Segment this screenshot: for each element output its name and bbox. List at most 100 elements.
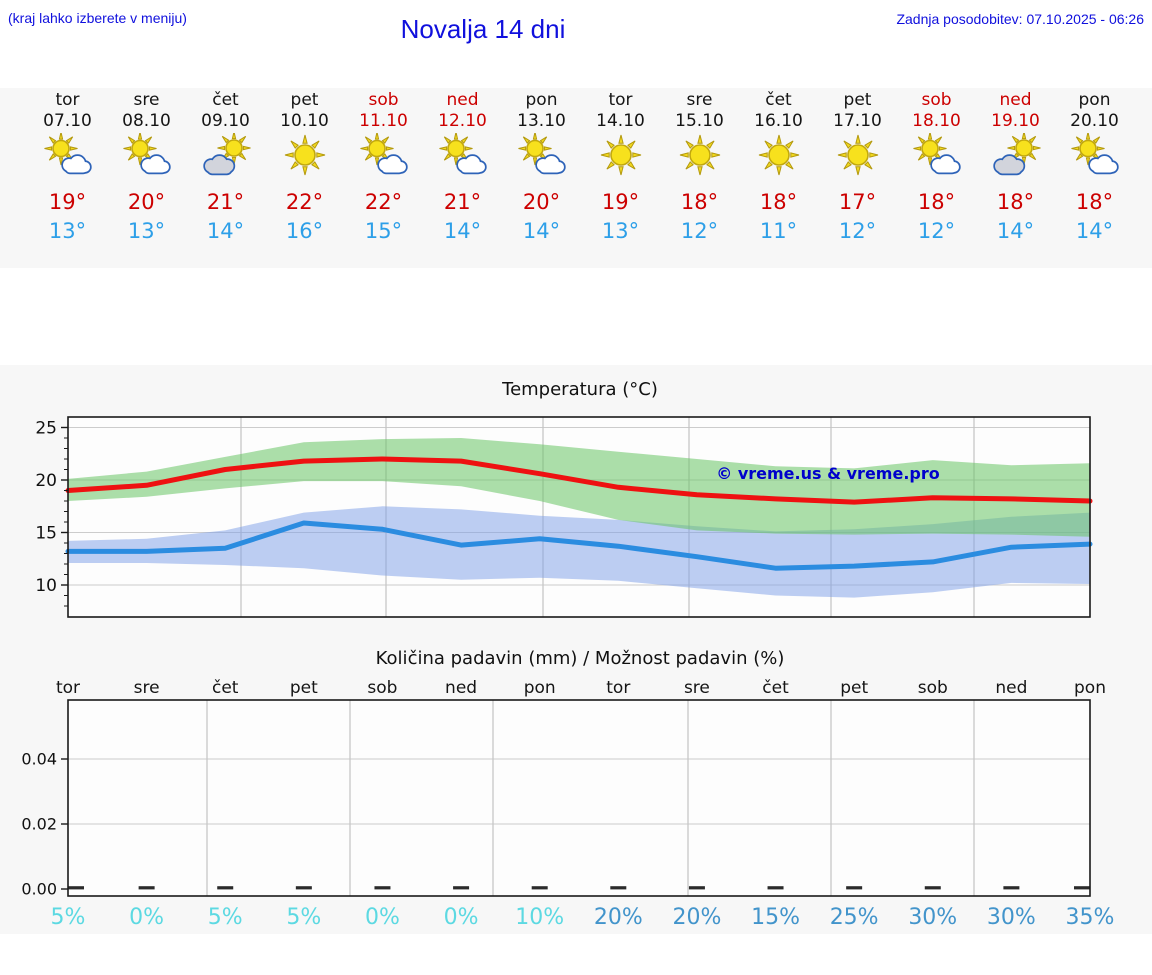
- high-temp: 22°: [285, 190, 324, 214]
- low-temp: 12°: [838, 219, 877, 243]
- last-update: Zadnja posodobitev: 07.10.2025 - 06:26: [896, 11, 1144, 27]
- min-temp-range-band: [68, 506, 1090, 598]
- day-name: čet: [212, 90, 239, 110]
- precip-zero-bar: [610, 886, 627, 890]
- day-date: 17.10: [833, 111, 882, 131]
- sun-icon: [679, 134, 720, 176]
- day-name: tor: [55, 90, 80, 110]
- precip-probability: 0%: [444, 905, 479, 930]
- menu-hint: (kraj lahko izberete v meniju): [8, 10, 187, 26]
- high-temp: 17°: [838, 190, 877, 214]
- cloud-sun-icon: [992, 133, 1041, 176]
- page-title: Novalja 14 dni: [400, 14, 566, 44]
- sun-cloud-icon: [438, 133, 487, 175]
- precip-probability: 30%: [987, 905, 1036, 930]
- forecast-day: pet 17.10 17° 12°: [818, 90, 897, 245]
- high-temp: 20°: [127, 190, 166, 214]
- low-temp: 14°: [1075, 219, 1114, 243]
- forecast-day: sob 11.10 22° 15°: [344, 90, 423, 245]
- low-temp: 15°: [364, 219, 403, 243]
- day-date: 20.10: [1070, 111, 1119, 131]
- day-date: 09.10: [201, 111, 250, 131]
- day-label: čet: [762, 678, 789, 698]
- temperature-chart: 25 20 15 10 © vreme.us & vreme.pro: [35, 416, 1093, 618]
- day-label: pet: [290, 678, 318, 698]
- day-label: sre: [134, 678, 160, 698]
- high-temp: 18°: [1075, 190, 1114, 214]
- forecast-day: sre 08.10 20° 13°: [107, 90, 186, 245]
- day-date: 16.10: [754, 111, 803, 131]
- low-temp: 13°: [48, 219, 87, 243]
- low-temp: 16°: [285, 219, 324, 243]
- day-name: pet: [843, 90, 872, 110]
- precip-probability: 25%: [830, 905, 879, 930]
- day-label: sob: [918, 678, 948, 698]
- day-label: tor: [56, 678, 80, 698]
- precip-probability: 15%: [751, 905, 800, 930]
- day-name: čet: [765, 90, 792, 110]
- forecast-day: pet 10.10 22° 16°: [265, 90, 344, 245]
- high-temp: 19°: [601, 190, 640, 214]
- y-tick-label: 0.02: [21, 815, 57, 834]
- sun-cloud-icon: [517, 133, 566, 175]
- day-date: 13.10: [517, 111, 566, 131]
- precip-zero-bar: [453, 886, 470, 890]
- precip-chart-title: Količina padavin (mm) / Možnost padavin …: [375, 648, 785, 669]
- precip-probability: 5%: [51, 905, 86, 930]
- day-name: pon: [525, 90, 558, 110]
- high-temp: 20°: [522, 190, 561, 214]
- precip-zero-bar: [1074, 886, 1090, 890]
- forecast-day: tor 07.10 19° 13°: [28, 90, 107, 245]
- cloud-sun-icon: [202, 133, 251, 176]
- sun-cloud-icon: [43, 133, 92, 175]
- watermark-link[interactable]: © vreme.us & vreme.pro: [716, 464, 939, 483]
- day-label: tor: [606, 678, 630, 698]
- low-temp: 14°: [443, 219, 482, 243]
- precip-zero-bar: [374, 886, 391, 890]
- day-label: pet: [840, 678, 868, 698]
- precip-probability: 10%: [515, 905, 564, 930]
- day-date: 19.10: [991, 111, 1040, 131]
- day-name: pon: [1078, 90, 1111, 110]
- y-tick-label: 15: [35, 524, 57, 544]
- sun-cloud-icon: [359, 133, 408, 175]
- forecast-strip: tor 07.10 19° 13° sre 08.10 20° 13° čet 09.10 21° 1…: [0, 88, 1152, 268]
- forecast-day: ned 12.10 21° 14°: [423, 90, 502, 245]
- max-temp-line: [65, 456, 1093, 505]
- precip-zero-bar: [138, 886, 155, 890]
- low-temp: 14°: [206, 219, 245, 243]
- forecast-day: pon 13.10 20° 14°: [502, 90, 581, 245]
- low-temp: 12°: [680, 219, 719, 243]
- day-date: 15.10: [675, 111, 724, 131]
- low-temp: 11°: [759, 219, 798, 243]
- forecast-day: sre 15.10 18° 12°: [660, 90, 739, 245]
- low-temp: 12°: [917, 219, 956, 243]
- day-label: pon: [524, 678, 556, 698]
- precip-probability: 0%: [129, 905, 164, 930]
- precip-probability: 5%: [208, 905, 243, 930]
- day-name: tor: [608, 90, 633, 110]
- forecast-day: pon 20.10 18° 14°: [1055, 90, 1134, 245]
- high-temp: 18°: [680, 190, 719, 214]
- high-temp: 21°: [443, 190, 482, 214]
- sun-icon: [758, 134, 799, 176]
- sun-cloud-icon: [122, 133, 171, 175]
- precip-zero-bar: [767, 886, 784, 890]
- day-name: sre: [686, 90, 713, 110]
- day-name: ned: [446, 90, 479, 110]
- precipitation-chart: tor sre čet pet sob ned pon tor sre čet pet sob ned p…: [21, 678, 1114, 930]
- precip-zero-bar: [846, 886, 863, 890]
- day-label: čet: [212, 678, 239, 698]
- y-tick-label: 20: [35, 471, 57, 491]
- precip-zero-bar: [1003, 886, 1020, 890]
- precip-zero-bar: [924, 886, 941, 890]
- low-temp: 14°: [522, 219, 561, 243]
- sun-icon: [600, 134, 641, 176]
- y-tick-label: 0.04: [21, 750, 57, 769]
- sun-cloud-icon: [912, 133, 961, 175]
- day-name: sre: [133, 90, 160, 110]
- day-date: 11.10: [359, 111, 408, 131]
- sun-cloud-icon: [1070, 133, 1119, 175]
- day-label: sre: [684, 678, 710, 698]
- day-label: ned: [445, 678, 477, 698]
